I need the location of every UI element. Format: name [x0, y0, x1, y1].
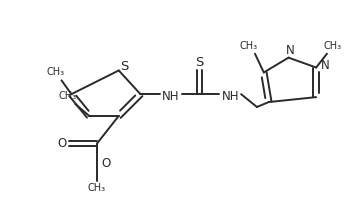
Text: NH: NH — [162, 90, 180, 103]
Text: NH: NH — [222, 90, 239, 103]
Text: O: O — [101, 157, 110, 170]
Text: CH₃: CH₃ — [88, 183, 106, 193]
Text: CH₃: CH₃ — [58, 91, 77, 101]
Text: S: S — [196, 56, 204, 69]
Text: CH₃: CH₃ — [324, 41, 342, 51]
Text: CH₃: CH₃ — [47, 67, 65, 77]
Text: O: O — [57, 137, 66, 150]
Text: N: N — [321, 59, 329, 72]
Text: S: S — [120, 60, 129, 73]
Text: CH₃: CH₃ — [240, 41, 258, 51]
Text: N: N — [286, 44, 295, 57]
